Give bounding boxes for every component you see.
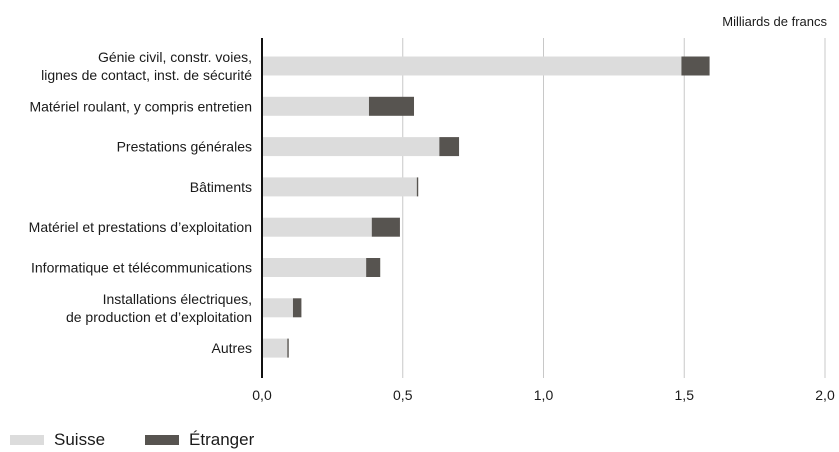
x-tick-label: 0,5 xyxy=(393,387,413,403)
x-tick-label: 1,5 xyxy=(675,387,695,403)
category-label: Matériel et prestations d’exploitation xyxy=(29,219,252,235)
category-label: Autres xyxy=(212,340,252,356)
bar-suisse xyxy=(262,137,440,157)
bar-etranger xyxy=(368,96,415,116)
category-label: lignes de contact, inst. de sécurité xyxy=(41,67,252,83)
unit-label: Milliards de francs xyxy=(722,14,827,29)
x-tick-label: 0,0 xyxy=(252,387,272,403)
legend-item-suisse: Suisse xyxy=(10,430,105,450)
bar-etranger xyxy=(416,177,419,197)
category-label: Installations électriques, xyxy=(103,291,252,307)
legend-label-suisse: Suisse xyxy=(54,430,106,449)
bar-suisse xyxy=(262,56,682,76)
category-label: Prestations générales xyxy=(117,139,252,155)
category-label: Génie civil, constr. voies, xyxy=(98,49,252,65)
x-tick-label: 2,0 xyxy=(815,387,835,403)
bar-etranger xyxy=(371,217,400,237)
bar-etranger xyxy=(439,137,460,157)
bar-suisse xyxy=(262,298,293,318)
category-label: Matériel roulant, y compris entretien xyxy=(29,98,252,114)
bar-suisse xyxy=(262,338,288,358)
legend: Suisse Étranger xyxy=(10,430,294,450)
legend-swatch-etranger xyxy=(145,435,180,445)
legend-item-etranger: Étranger xyxy=(145,430,254,450)
x-tick-label: 1,0 xyxy=(534,387,554,403)
bar-suisse xyxy=(262,96,369,116)
legend-label-etranger: Étranger xyxy=(189,430,255,449)
category-label: de production et d’exploitation xyxy=(66,309,252,325)
bar-etranger xyxy=(287,338,289,358)
bar-suisse xyxy=(262,217,372,237)
bar-suisse xyxy=(262,258,367,277)
bar-etranger xyxy=(292,298,302,318)
bar-chart: 0,0 0,5 1,0 1,5 2,0 Génie civil, constr. voie… xyxy=(29,38,835,403)
legend-swatch-suisse xyxy=(10,435,44,445)
bar-etranger xyxy=(681,56,710,76)
category-label: Bâtiments xyxy=(190,179,252,195)
bar-suisse xyxy=(262,177,417,197)
bar-etranger xyxy=(366,258,381,277)
category-label: Informatique et télécommunications xyxy=(31,260,252,276)
